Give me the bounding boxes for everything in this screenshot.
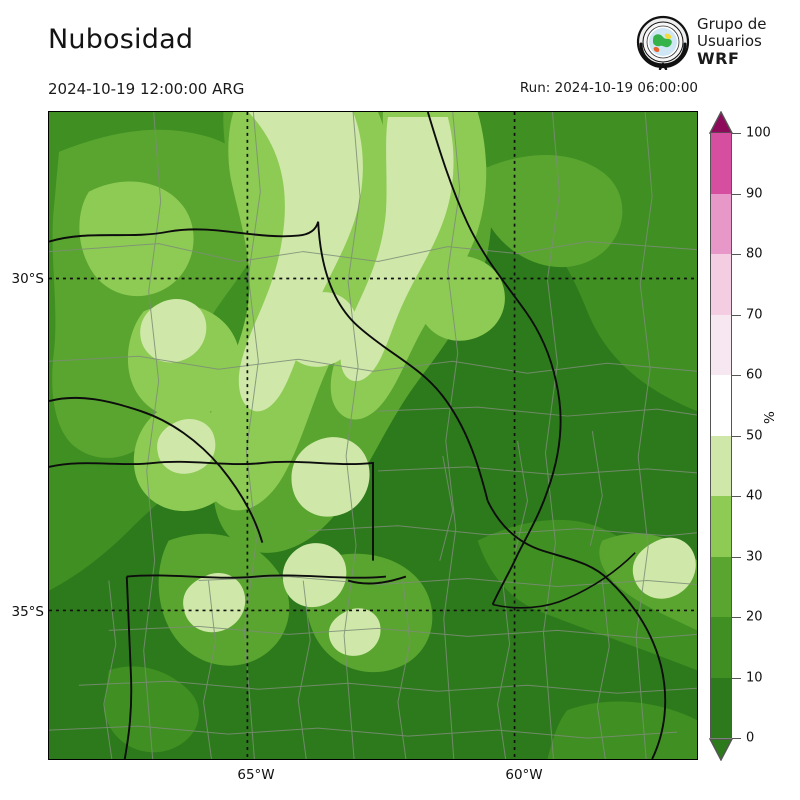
colorbar-tick-70	[732, 314, 741, 316]
colorbar-tick-label-100: 100	[746, 125, 771, 141]
colorbar-tick-10	[732, 677, 741, 679]
globe-seal-icon	[635, 14, 691, 71]
colorbar-tick-label-40: 40	[746, 488, 763, 504]
x-tick-label-65w: 65°W	[237, 767, 275, 783]
colorbar-tick-label-20: 20	[746, 609, 763, 625]
logo-text: Grupo de Usuarios WRF	[697, 15, 767, 68]
y-tick-label-35s: 35°S	[11, 604, 45, 620]
colorbar-tick-80	[732, 254, 741, 256]
colorbar-band-40-50	[711, 435, 731, 496]
colorbar-tick-label-80: 80	[746, 246, 763, 262]
page-title: Nubosidad	[48, 24, 194, 55]
colorbar-tick-90	[732, 193, 741, 195]
colorbar-tick-20	[732, 617, 741, 619]
colorbar-under-arrow	[709, 738, 733, 761]
colorbar-tick-label-50: 50	[746, 428, 763, 443]
colorbar-tick-label-30: 30	[746, 549, 763, 564]
valid-time-label: 2024-10-19 12:00:00 ARG	[48, 80, 245, 98]
colorbar-tick-label-10: 10	[746, 670, 763, 685]
colorbar-tick-100	[732, 133, 741, 135]
colorbar-gradient	[710, 133, 732, 738]
logo-line-2: Usuarios	[697, 32, 762, 50]
colorbar-ticks: 0 10 20 30 40 50 60 70 80 90 100	[732, 111, 800, 760]
colorbar-tick-40	[732, 496, 741, 498]
y-tick-label-30s: 30°S	[11, 271, 45, 287]
colorbar-tick-50	[732, 435, 741, 437]
logo-line-3: WRF	[697, 49, 740, 68]
colorbar-tick-label-70: 70	[746, 307, 763, 322]
colorbar-band-90-100	[711, 133, 731, 194]
logo-line-1: Grupo de	[697, 15, 767, 33]
colorbar-band-0-10	[711, 677, 731, 738]
colorbar-band-10-20	[711, 617, 731, 678]
colorbar-band-30-40	[711, 496, 731, 557]
colorbar-band-80-90	[711, 193, 731, 254]
colorbar-band-60-70	[711, 314, 731, 375]
forecast-map-panel[interactable]	[48, 111, 698, 760]
colorbar-tick-label-0: 0	[746, 730, 755, 746]
colorbar-band-70-80	[711, 254, 731, 315]
colorbar-over-arrow	[709, 111, 733, 134]
cloud-cover-field	[49, 112, 697, 759]
colorbar-unit-label: %	[762, 411, 778, 424]
colorbar-tick-0	[732, 738, 741, 740]
colorbar: 0 10 20 30 40 50 60 70 80 90 100	[709, 111, 771, 761]
model-run-label: Run: 2024-10-19 06:00:00	[519, 80, 698, 96]
colorbar-tick-60	[732, 375, 741, 377]
colorbar-tick-30	[732, 556, 741, 558]
x-tick-label-60w: 60°W	[505, 767, 543, 783]
colorbar-band-20-30	[711, 556, 731, 617]
wrf-user-group-logo: Grupo de Usuarios WRF	[635, 14, 793, 74]
colorbar-tick-label-90: 90	[746, 186, 763, 201]
colorbar-band-50-60	[711, 375, 731, 436]
colorbar-tick-label-60: 60	[746, 367, 763, 383]
